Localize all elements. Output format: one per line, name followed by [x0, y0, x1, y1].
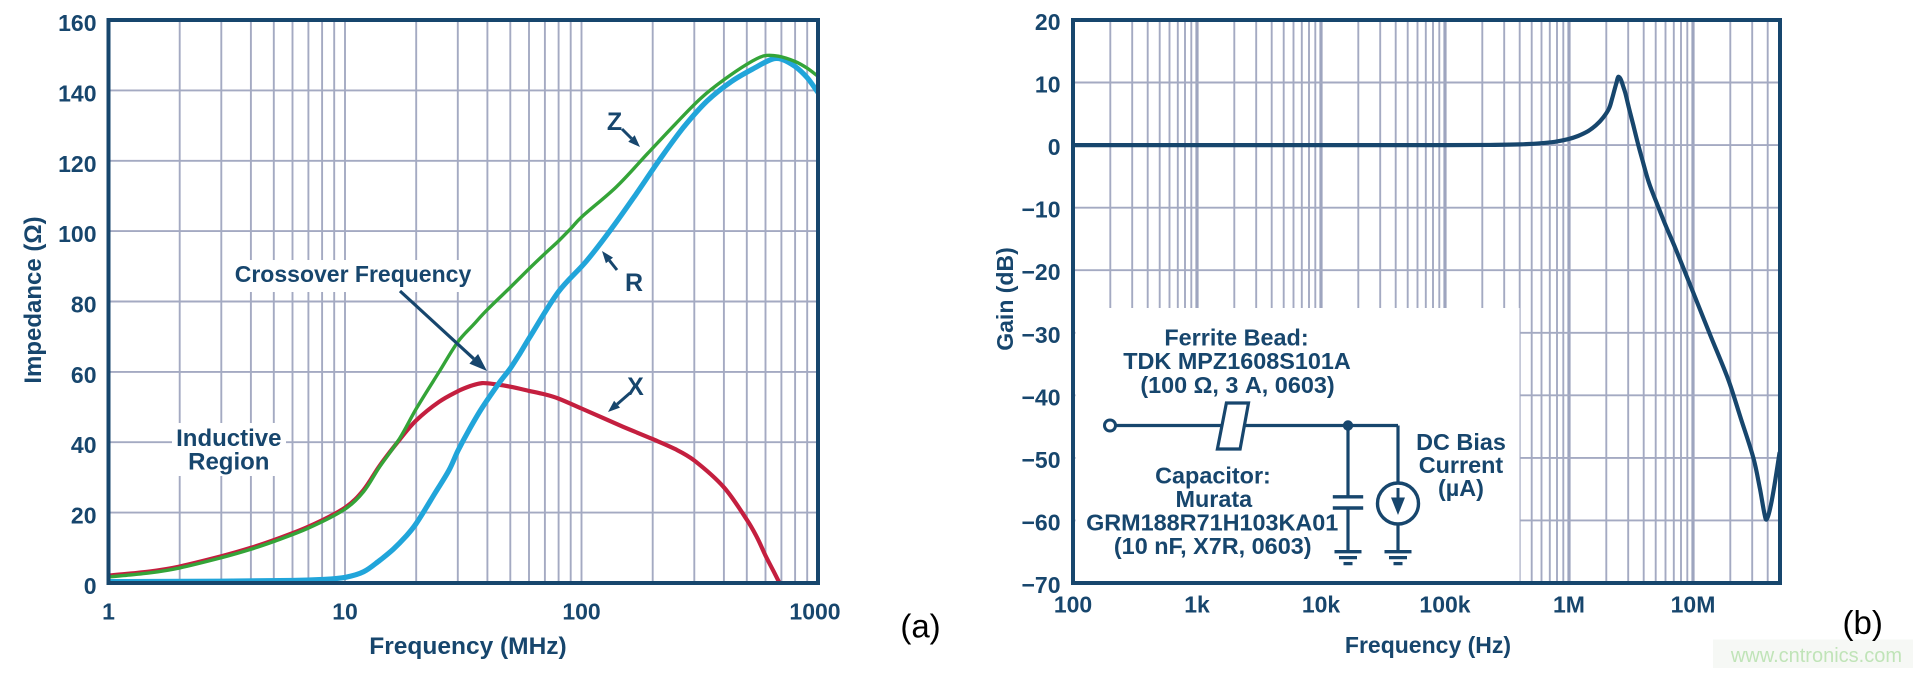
svg-text:Frequency (MHz): Frequency (MHz): [369, 633, 566, 660]
svg-text:GRM188R71H103KA01: GRM188R71H103KA01: [1086, 510, 1338, 536]
svg-text:10: 10: [332, 599, 358, 625]
svg-text:R: R: [625, 269, 643, 297]
svg-text:DC Bias: DC Bias: [1416, 429, 1506, 455]
svg-text:(µA): (µA): [1438, 475, 1484, 501]
svg-text:Current: Current: [1419, 452, 1504, 478]
svg-text:160: 160: [58, 10, 96, 36]
svg-text:X: X: [627, 373, 644, 401]
svg-text:10k: 10k: [1302, 592, 1341, 618]
svg-text:−60: −60: [1021, 509, 1060, 535]
svg-text:0: 0: [1048, 134, 1061, 160]
svg-text:Inductive: Inductive: [176, 425, 281, 452]
svg-text:www.cntronics.com: www.cntronics.com: [1730, 645, 1902, 667]
svg-text:Capacitor:: Capacitor:: [1155, 463, 1271, 489]
svg-text:100: 100: [562, 599, 600, 625]
svg-text:(100 Ω, 3 A, 0603): (100 Ω, 3 A, 0603): [1140, 372, 1334, 398]
svg-text:(a): (a): [900, 608, 940, 645]
svg-text:20: 20: [1035, 9, 1061, 35]
svg-text:100: 100: [58, 221, 96, 247]
svg-text:40: 40: [71, 432, 97, 458]
svg-text:1000: 1000: [789, 599, 840, 625]
svg-text:−20: −20: [1021, 259, 1060, 285]
svg-text:10M: 10M: [1671, 592, 1716, 618]
svg-text:Murata: Murata: [1175, 486, 1253, 512]
svg-text:Region: Region: [188, 448, 269, 475]
svg-text:120: 120: [58, 151, 96, 177]
svg-text:140: 140: [58, 80, 96, 106]
svg-text:Impedance (Ω): Impedance (Ω): [20, 216, 47, 383]
svg-text:Z: Z: [607, 108, 622, 136]
svg-text:1: 1: [102, 599, 115, 625]
svg-text:Crossover Frequency: Crossover Frequency: [235, 261, 472, 287]
svg-text:1M: 1M: [1553, 592, 1585, 618]
svg-text:−30: −30: [1021, 322, 1060, 348]
svg-text:20: 20: [71, 503, 97, 529]
svg-text:0: 0: [84, 573, 97, 599]
svg-text:Frequency (Hz): Frequency (Hz): [1345, 632, 1511, 658]
svg-text:Ferrite Bead:: Ferrite Bead:: [1164, 325, 1308, 351]
svg-text:10: 10: [1035, 72, 1061, 98]
svg-text:100k: 100k: [1419, 592, 1470, 618]
svg-text:−40: −40: [1021, 384, 1060, 410]
svg-text:−70: −70: [1021, 572, 1060, 598]
svg-text:80: 80: [71, 292, 97, 318]
svg-text:−10: −10: [1021, 197, 1060, 223]
svg-text:TDK MPZ1608S101A: TDK MPZ1608S101A: [1123, 348, 1351, 374]
svg-text:−50: −50: [1021, 447, 1060, 473]
svg-text:Gain (dB): Gain (dB): [992, 247, 1018, 351]
svg-text:(10 nF, X7R, 0603): (10 nF, X7R, 0603): [1114, 533, 1312, 559]
svg-text:100: 100: [1054, 592, 1092, 618]
svg-text:(b): (b): [1843, 604, 1883, 641]
svg-text:1k: 1k: [1184, 592, 1210, 618]
svg-text:60: 60: [71, 362, 97, 388]
